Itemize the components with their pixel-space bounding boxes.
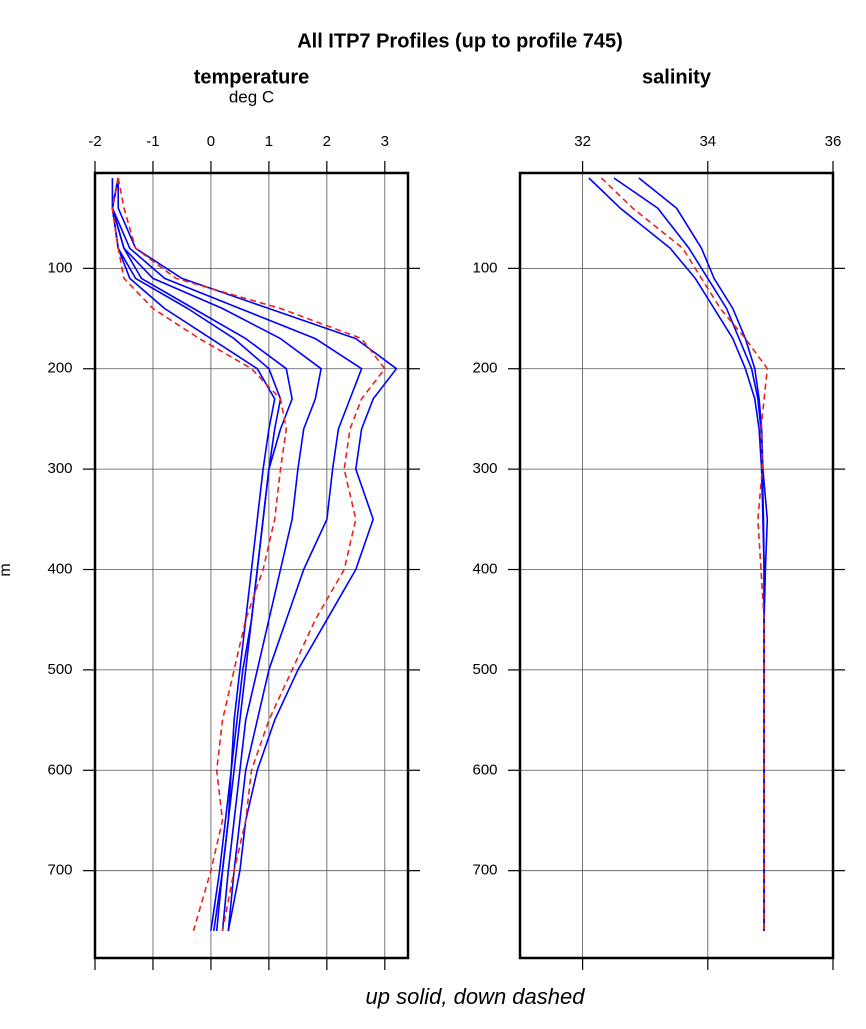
chart-title: All ITP7 Profiles (up to profile 745) [297, 30, 623, 52]
y-tick-label: 700 [472, 862, 497, 879]
x-tick-label: 1 [265, 133, 273, 150]
y-tick-label: 400 [47, 560, 72, 577]
y-tick-label: 200 [472, 360, 497, 377]
y-tick-label: 500 [47, 661, 72, 678]
y-tick-label: 100 [47, 259, 72, 276]
plot-frame [93, 171, 410, 960]
profile-line [111, 177, 322, 931]
x-tick-label: -2 [88, 133, 101, 150]
footer-note: up solid, down dashed [366, 984, 586, 1009]
profile-line [117, 178, 398, 932]
x-tick-label: 34 [699, 133, 716, 150]
profile-line [613, 177, 765, 931]
profile-line [111, 178, 282, 932]
profile-line [117, 177, 386, 932]
profile-line [600, 177, 769, 931]
y-tick-label: 600 [47, 761, 72, 778]
y-tick-label: 400 [472, 560, 497, 577]
x-tick-label: 0 [207, 133, 215, 150]
y-tick-label: 600 [472, 761, 497, 778]
x-tick-label: 32 [574, 133, 591, 150]
profile-line [111, 177, 293, 931]
plot-frame [518, 171, 835, 960]
panel-subtitle: deg C [229, 87, 274, 106]
x-tick-label: 36 [825, 133, 842, 150]
y-tick-label: 500 [472, 661, 497, 678]
x-tick-label: -1 [146, 133, 159, 150]
y-tick-label: 200 [47, 360, 72, 377]
y-tick-label: 700 [47, 862, 72, 879]
y-tick-label: 300 [472, 460, 497, 477]
profile-line [111, 177, 363, 931]
x-tick-label: 3 [381, 133, 389, 150]
profile-line [111, 177, 276, 932]
profile-line [588, 177, 765, 931]
y-tick-label: 300 [47, 460, 72, 477]
y-axis-label: m [0, 563, 14, 576]
profile-line [111, 177, 288, 932]
panel-title: temperature [194, 66, 310, 88]
panel-title: salinity [642, 66, 712, 88]
x-tick-label: 2 [323, 133, 331, 150]
y-tick-label: 100 [472, 259, 497, 276]
